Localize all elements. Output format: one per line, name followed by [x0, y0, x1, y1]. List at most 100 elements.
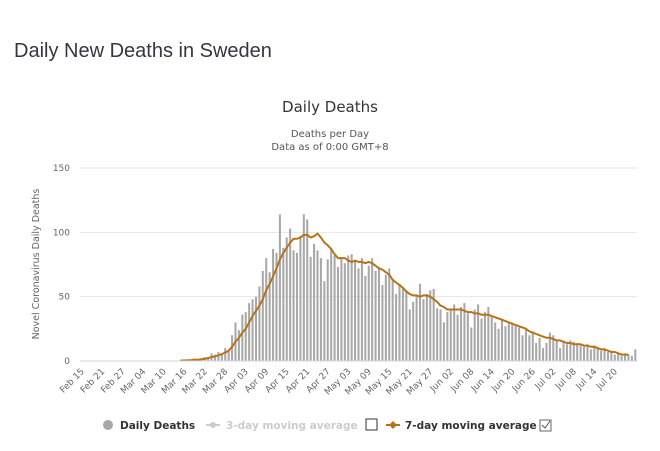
checkbox-3-day[interactable]: [365, 418, 378, 431]
bar[interactable]: [562, 341, 565, 361]
bar[interactable]: [586, 344, 589, 361]
bar[interactable]: [213, 354, 217, 361]
bar[interactable]: [347, 255, 350, 361]
bar[interactable]: [398, 283, 401, 361]
bar[interactable]: [350, 254, 353, 361]
bar[interactable]: [371, 258, 374, 361]
bar[interactable]: [600, 350, 603, 361]
bar[interactable]: [224, 348, 227, 361]
bar[interactable]: [620, 355, 623, 361]
bar[interactable]: [422, 299, 425, 361]
bar[interactable]: [360, 258, 363, 361]
bar[interactable]: [490, 315, 493, 361]
bar[interactable]: [319, 258, 322, 361]
bar[interactable]: [388, 268, 391, 361]
bar[interactable]: [432, 288, 435, 361]
bar[interactable]: [504, 326, 507, 361]
bar[interactable]: [583, 346, 586, 361]
line-7-day-moving-average[interactable]: [180, 232, 629, 362]
bar[interactable]: [418, 283, 422, 361]
bar[interactable]: [521, 335, 524, 361]
bar[interactable]: [524, 330, 527, 361]
bar[interactable]: [473, 309, 476, 361]
bar[interactable]: [258, 286, 261, 361]
bar[interactable]: [511, 323, 514, 361]
bar[interactable]: [357, 268, 360, 361]
bar[interactable]: [569, 340, 572, 361]
bar[interactable]: [542, 348, 545, 361]
bar[interactable]: [449, 309, 452, 361]
bar[interactable]: [483, 312, 486, 361]
bar[interactable]: [559, 348, 562, 361]
bar[interactable]: [548, 332, 551, 361]
bar[interactable]: [265, 258, 268, 361]
bar[interactable]: [313, 243, 316, 361]
bar[interactable]: [285, 237, 288, 361]
bar[interactable]: [395, 294, 398, 361]
bar[interactable]: [459, 306, 463, 361]
bar[interactable]: [439, 309, 442, 361]
bar[interactable]: [412, 301, 415, 361]
bar[interactable]: [220, 354, 223, 361]
bar[interactable]: [545, 342, 548, 361]
bar[interactable]: [354, 260, 357, 361]
bar[interactable]: [613, 354, 616, 361]
bar[interactable]: [377, 267, 381, 361]
bar[interactable]: [272, 249, 275, 361]
bar[interactable]: [514, 324, 517, 361]
bar[interactable]: [316, 250, 319, 361]
bar[interactable]: [374, 270, 377, 361]
bar[interactable]: [381, 285, 384, 361]
bar[interactable]: [494, 322, 497, 361]
bar[interactable]: [617, 353, 620, 361]
bar[interactable]: [552, 335, 555, 361]
bar[interactable]: [589, 349, 592, 361]
bar[interactable]: [282, 247, 285, 361]
bar[interactable]: [480, 318, 483, 361]
bar[interactable]: [405, 290, 408, 361]
bar[interactable]: [408, 309, 411, 361]
bar[interactable]: [330, 247, 333, 361]
bar[interactable]: [343, 263, 346, 361]
bar[interactable]: [367, 265, 370, 361]
bar[interactable]: [302, 214, 305, 361]
legend-item-daily-deaths[interactable]: Daily Deaths: [103, 420, 195, 432]
bar[interactable]: [463, 303, 466, 361]
bar[interactable]: [538, 337, 541, 361]
bar[interactable]: [606, 351, 609, 361]
bar[interactable]: [241, 314, 244, 361]
bar[interactable]: [535, 342, 538, 361]
bar[interactable]: [487, 306, 490, 361]
bar[interactable]: [254, 296, 258, 361]
bar[interactable]: [579, 345, 582, 361]
bar[interactable]: [497, 328, 500, 361]
bar[interactable]: [261, 270, 264, 361]
bar[interactable]: [624, 353, 627, 361]
bar[interactable]: [200, 359, 203, 361]
bar[interactable]: [453, 304, 456, 361]
bar[interactable]: [627, 354, 630, 361]
bar[interactable]: [593, 345, 596, 361]
bar[interactable]: [391, 278, 394, 361]
bar[interactable]: [576, 342, 579, 361]
bar[interactable]: [237, 330, 240, 361]
bar[interactable]: [528, 335, 531, 361]
bar[interactable]: [442, 322, 445, 361]
bar[interactable]: [415, 295, 418, 361]
bar[interactable]: [309, 256, 312, 361]
bar[interactable]: [429, 290, 432, 361]
bar[interactable]: [333, 255, 336, 361]
legend-item-3-day[interactable]: 3-day moving average: [206, 420, 358, 432]
bar[interactable]: [227, 350, 230, 361]
bar[interactable]: [518, 327, 521, 361]
bar[interactable]: [596, 348, 599, 361]
bar[interactable]: [446, 312, 449, 361]
bar[interactable]: [572, 341, 575, 361]
bar[interactable]: [470, 327, 473, 361]
bar[interactable]: [565, 344, 568, 361]
bar[interactable]: [384, 274, 387, 361]
bar[interactable]: [275, 252, 278, 361]
bar[interactable]: [278, 214, 281, 361]
bar[interactable]: [630, 355, 633, 361]
bar[interactable]: [299, 236, 302, 361]
